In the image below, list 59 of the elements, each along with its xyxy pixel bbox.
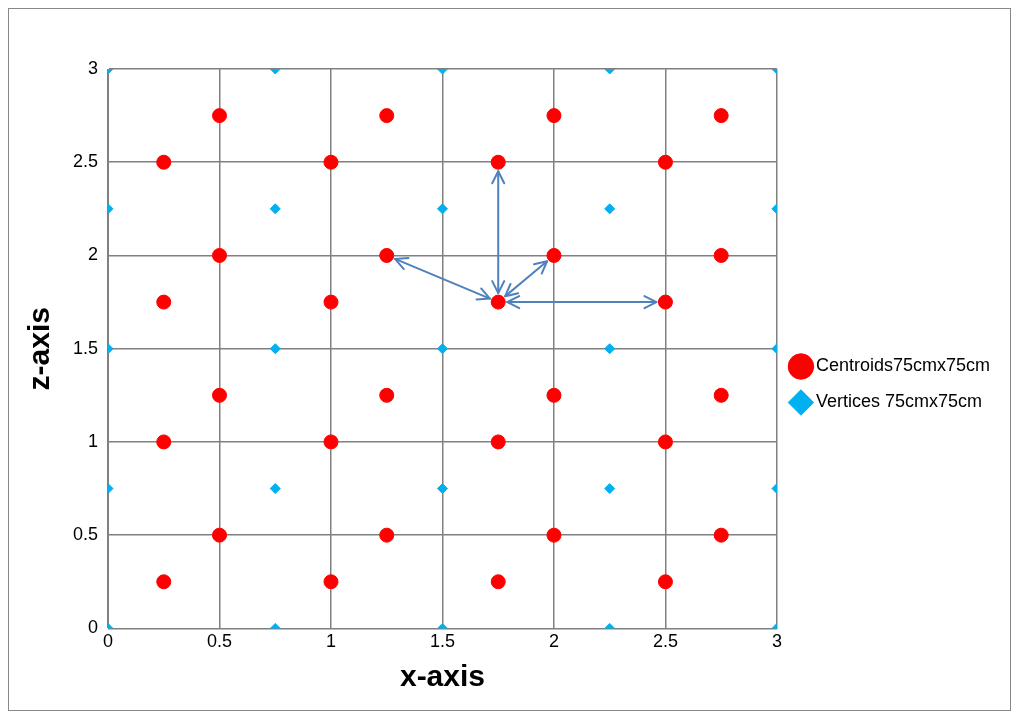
point [156, 574, 172, 590]
y-tick-label: 1 [88, 430, 99, 451]
y-tick-label: 2 [88, 244, 99, 265]
point [546, 247, 562, 263]
x-tick-label: 1 [325, 631, 336, 652]
point [212, 527, 228, 543]
y-tick-label: 0 [88, 617, 99, 638]
y-tick-label: 1.5 [72, 337, 99, 358]
y-tick-label: 0.5 [72, 524, 99, 545]
point [713, 108, 729, 124]
point [269, 483, 281, 495]
point [379, 387, 395, 403]
point [323, 154, 339, 170]
point [269, 203, 281, 215]
point [436, 203, 448, 215]
point [604, 483, 616, 495]
legend-label: Vertices 75cmx75cm [815, 391, 982, 412]
point [713, 387, 729, 403]
point [156, 154, 172, 170]
point [436, 343, 448, 355]
point [713, 247, 729, 263]
y-tick-label: 2.5 [72, 151, 99, 172]
point [323, 434, 339, 450]
point [212, 108, 228, 124]
point [323, 574, 339, 590]
point [490, 434, 506, 450]
point [379, 247, 395, 263]
y-tick-label: 3 [88, 57, 99, 78]
point [546, 108, 562, 124]
point [212, 387, 228, 403]
point [490, 294, 506, 310]
point [546, 387, 562, 403]
point [379, 527, 395, 543]
point [156, 434, 172, 450]
x-tick-label: 0.5 [206, 631, 233, 652]
point [490, 154, 506, 170]
point [604, 203, 616, 215]
x-tick-label: 2 [548, 631, 559, 652]
point [657, 434, 673, 450]
y-axis-title: z-axis [22, 307, 56, 391]
point [713, 527, 729, 543]
x-tick-label: 0 [103, 631, 114, 652]
point [436, 483, 448, 495]
point [379, 108, 395, 124]
x-tick-label: 3 [771, 631, 782, 652]
x-axis-title: x-axis [399, 659, 486, 693]
point [269, 343, 281, 355]
point [657, 154, 673, 170]
point [156, 294, 172, 310]
legend-label: Centroids75cmx75cm [815, 355, 991, 376]
x-tick-label: 2.5 [652, 631, 678, 652]
point [323, 294, 339, 310]
x-tick-label: 1.5 [429, 631, 455, 652]
point [657, 574, 673, 590]
point [212, 247, 228, 263]
point [604, 343, 616, 355]
point [490, 574, 506, 590]
point [657, 294, 673, 310]
point [546, 527, 562, 543]
